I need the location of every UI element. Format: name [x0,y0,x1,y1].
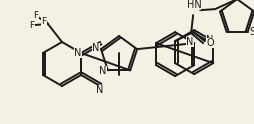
Text: S: S [250,27,254,37]
Text: F: F [29,21,35,31]
Text: N: N [92,43,100,53]
Text: N: N [205,35,213,45]
Text: N: N [74,48,82,58]
Text: O: O [206,38,214,48]
Text: N: N [186,37,194,47]
Text: F: F [34,12,39,20]
Text: N: N [99,66,107,76]
Text: F: F [41,16,46,26]
Text: HN: HN [187,0,201,10]
Text: N: N [97,85,104,95]
